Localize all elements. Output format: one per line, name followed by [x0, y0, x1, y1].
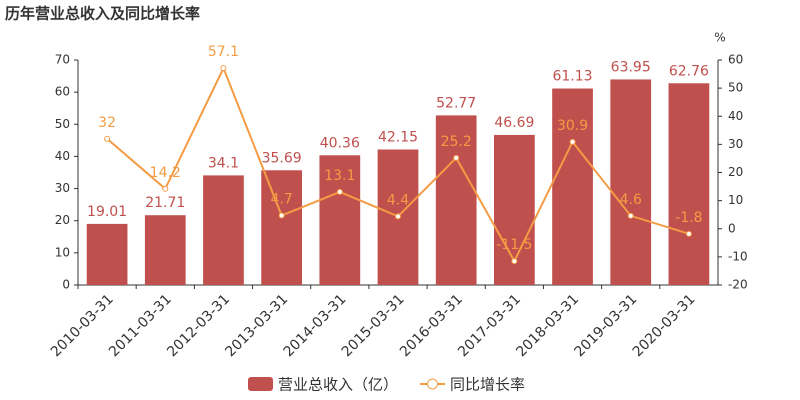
line-point — [162, 185, 169, 192]
bar-value-label: 40.36 — [320, 135, 360, 151]
line-point — [278, 212, 285, 219]
y-tick-label: 50 — [55, 117, 70, 131]
bar-value-label: 21.71 — [145, 195, 185, 211]
line-value-label: -11.5 — [496, 237, 532, 253]
y-tick-label: 0 — [62, 278, 70, 292]
line-value-label: 13.1 — [324, 168, 355, 184]
bar — [319, 155, 361, 285]
bar — [552, 88, 593, 285]
y-tick-label: 40 — [55, 149, 70, 163]
legend-label: 同比增长率 — [450, 376, 525, 394]
bar-value-label: 62.76 — [669, 63, 709, 79]
y2-tick-label: -20 — [728, 278, 748, 292]
y-tick-label: 70 — [55, 53, 70, 67]
line-value-label: 25.2 — [441, 134, 472, 150]
bar — [261, 170, 302, 285]
y2-tick-label: -10 — [728, 249, 748, 263]
line-value-label: 32 — [98, 115, 116, 131]
bar-value-label: 34.1 — [208, 155, 239, 171]
line-value-label: 4.6 — [620, 192, 642, 208]
line-point — [569, 138, 576, 145]
line-point — [627, 212, 634, 219]
bar — [144, 215, 186, 285]
y2-tick-label: 40 — [728, 109, 743, 123]
line-point — [104, 135, 111, 142]
line-value-label: 30.9 — [557, 118, 588, 134]
line-point — [395, 213, 401, 220]
bar-value-label: 46.69 — [494, 115, 534, 131]
line-point — [336, 188, 343, 195]
line-point — [511, 258, 518, 265]
line-point — [220, 65, 227, 72]
y2-tick-label: 0 — [728, 221, 736, 235]
line-value-label: -1.8 — [675, 210, 702, 226]
x-tick-label: 2020-03-31 — [630, 291, 699, 360]
line-point — [453, 154, 460, 161]
bar-value-label: 19.01 — [87, 204, 127, 220]
line-value-label: 14.2 — [150, 165, 181, 181]
bar-value-label: 63.95 — [611, 59, 651, 75]
y2-tick-label: 30 — [728, 137, 743, 151]
bar — [435, 115, 477, 285]
y2-tick-label: 60 — [728, 53, 743, 67]
y2-tick-label: 50 — [728, 81, 743, 95]
y2-axis-label: % — [714, 31, 725, 45]
y-tick-label: 60 — [55, 85, 70, 99]
line-value-label: 57.1 — [208, 44, 239, 60]
line-value-label: 4.7 — [271, 192, 293, 208]
chart-title: 历年营业总收入及同比增长率 — [5, 5, 200, 23]
y2-tick-label: 20 — [728, 165, 743, 179]
bar — [203, 175, 244, 285]
bar — [610, 79, 652, 285]
legend-swatch-dot — [427, 378, 439, 390]
bar-value-label: 42.15 — [378, 130, 418, 146]
y2-tick-label: 10 — [728, 193, 743, 207]
y-tick-label: 20 — [55, 213, 70, 227]
line-value-label: 4.4 — [387, 192, 409, 208]
legend-swatch — [248, 377, 273, 391]
bar-value-label: 61.13 — [552, 69, 592, 85]
bar — [86, 223, 128, 285]
legend-label: 营业总收入（亿） — [278, 376, 398, 394]
line-point — [685, 230, 692, 237]
bar — [668, 83, 710, 286]
bar-value-label: 52.77 — [436, 95, 476, 111]
bar-value-label: 35.69 — [262, 150, 302, 166]
y-tick-label: 30 — [55, 181, 70, 195]
y-tick-label: 10 — [55, 245, 70, 259]
